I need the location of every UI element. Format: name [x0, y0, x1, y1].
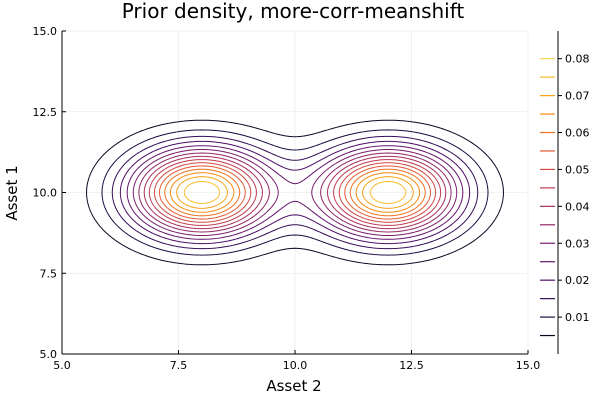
contour-line — [101, 129, 489, 256]
colorbar-tick-label: 0.04 — [565, 200, 590, 213]
x-tick-label: 10.0 — [283, 359, 308, 372]
contour-line — [126, 145, 464, 240]
x-axis-label: Asset 2 — [266, 377, 321, 395]
contour-line — [132, 149, 458, 236]
colorbar-tick-label: 0.08 — [565, 53, 590, 66]
x-tick-label: 5.0 — [53, 359, 71, 372]
y-tick-label: 15.0 — [33, 25, 58, 38]
chart-title: Prior density, more-corr-meanshift — [122, 0, 465, 23]
axes: 5.0 7.5 10.0 12.5 15.0 5.0 7.5 10.0 12.5 15.0 — [33, 25, 541, 372]
y-tick-label: 10.0 — [33, 187, 58, 200]
contour-line — [138, 152, 452, 233]
contour-lines — [86, 119, 504, 266]
colorbar-tick-label: 0.01 — [565, 311, 590, 324]
contour-line — [119, 140, 471, 245]
contour-line — [176, 176, 414, 209]
x-tick-label: 12.5 — [399, 359, 424, 372]
contour-line — [153, 162, 437, 223]
y-tick-label: 7.5 — [40, 267, 58, 280]
contour-line — [111, 135, 479, 250]
contour-line — [148, 159, 442, 226]
y-axis-label: Asset 1 — [3, 165, 21, 220]
contour-line — [164, 168, 426, 217]
contour-line — [158, 165, 432, 220]
colorbar-tick-label: 0.07 — [565, 90, 590, 103]
x-tick-label: 15.0 — [516, 359, 541, 372]
contour-line — [143, 155, 447, 230]
colorbar-tick-label: 0.02 — [565, 274, 590, 287]
colorbar-tick-label: 0.06 — [565, 127, 590, 140]
colorbar-tick-label: 0.05 — [565, 163, 590, 176]
colorbar: 0.01 0.02 0.03 0.04 0.05 0.06 0.07 0.08 — [540, 31, 590, 354]
contour-line — [86, 119, 504, 266]
x-tick-label: 7.5 — [170, 359, 188, 372]
contour-line — [169, 172, 421, 213]
contour-line — [183, 181, 407, 204]
y-tick-label: 12.5 — [33, 106, 58, 119]
colorbar-tick-label: 0.03 — [565, 237, 590, 250]
y-tick-label: 5.0 — [40, 348, 58, 361]
